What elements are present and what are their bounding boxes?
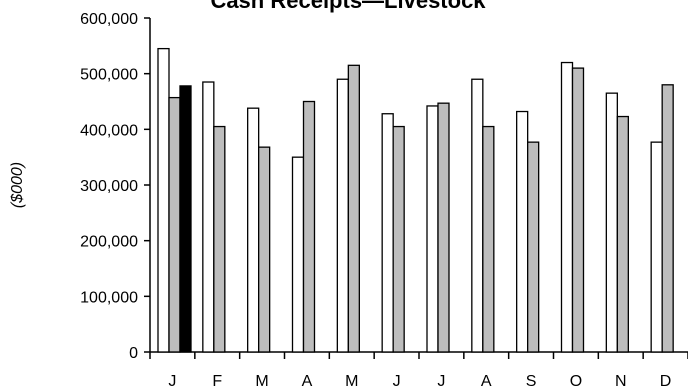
chart-title: Cash Receipts—Livestock	[210, 0, 486, 13]
bar-2-s	[527, 141, 540, 353]
y-tick-label: 300,000	[80, 178, 138, 195]
x-tick-label: A	[302, 373, 313, 390]
bar-1-s	[516, 110, 529, 353]
bar-2-f	[213, 125, 226, 353]
bar-1-n	[605, 92, 618, 353]
bar-2-m	[258, 146, 271, 353]
x-tick-label: D	[660, 373, 672, 390]
x-tick-label: A	[481, 373, 492, 390]
bar-1-j	[157, 47, 170, 353]
bar-1-d	[650, 141, 663, 353]
bar-2-j	[437, 102, 450, 353]
y-tick-label: 0	[129, 345, 138, 362]
x-tick-label: S	[526, 373, 537, 390]
x-tick-label: J	[393, 373, 401, 390]
bars	[157, 47, 674, 353]
bar-1-a	[291, 156, 305, 353]
bar-2-n	[616, 115, 629, 353]
x-tick-label: N	[615, 373, 627, 390]
bar-1-m	[336, 78, 349, 353]
x-tick-label: M	[255, 373, 268, 390]
bar-1-o	[560, 61, 574, 353]
bar-2-j	[392, 125, 405, 353]
bar-2-j	[168, 96, 181, 353]
bar-1-j	[381, 113, 394, 353]
bar-2-a	[482, 125, 495, 353]
y-axis-label: ($000)	[9, 162, 26, 208]
bar-2-o	[571, 67, 585, 353]
bar-1-m	[247, 107, 260, 353]
x-tick-label: O	[570, 373, 582, 390]
y-tick-label: 200,000	[80, 234, 138, 251]
bar-2-d	[661, 84, 674, 353]
bar-2-m	[347, 64, 360, 353]
axes: 0 100,000 200,000 300,000 400,000 500,000 600,…	[80, 11, 688, 390]
x-tick-label: F	[212, 373, 222, 390]
y-tick-label: 100,000	[80, 289, 138, 306]
y-tick-label: 500,000	[80, 67, 138, 84]
bar-3-j	[179, 85, 192, 353]
y-tick-label: 600,000	[80, 11, 138, 28]
bar-1-a	[471, 78, 484, 353]
x-tick-label: J	[168, 373, 176, 390]
bar-1-f	[202, 81, 215, 353]
y-tick-label: 400,000	[80, 122, 138, 139]
bar-1-j	[426, 105, 439, 353]
x-tick-label: J	[437, 373, 445, 390]
x-tick-label: M	[345, 373, 358, 390]
bar-2-a	[302, 100, 316, 353]
